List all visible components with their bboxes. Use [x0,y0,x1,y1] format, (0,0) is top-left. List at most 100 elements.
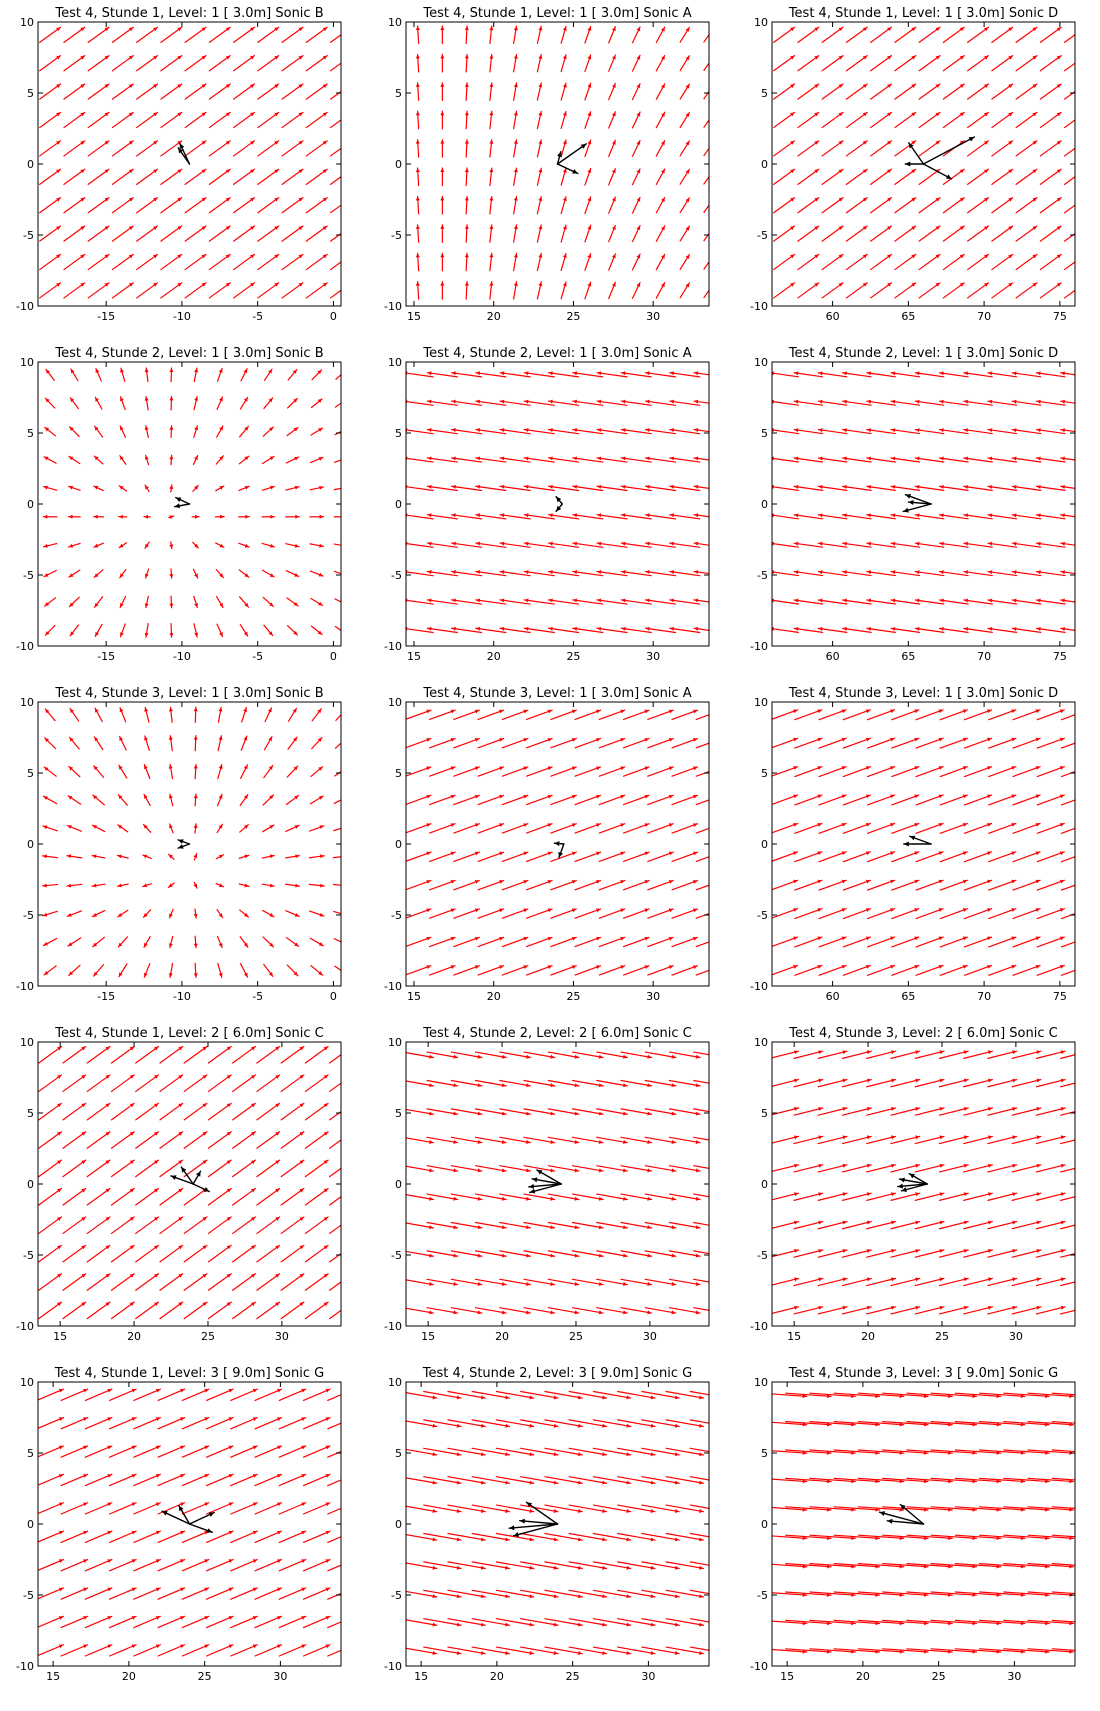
y-tick-label: -5 [391,909,402,922]
field-arrow [988,570,1017,575]
sonic-arrow [910,836,931,844]
field-arrow [943,226,964,241]
field-arrow [771,908,798,918]
x-tick-label: 15 [46,1670,60,1683]
wind-field [403,371,724,632]
field-arrow [281,1103,304,1120]
field-arrow [304,1446,330,1458]
field-arrow [430,795,455,805]
field-arrow [770,457,799,462]
field-arrow [1037,542,1066,547]
field-arrow [39,1160,62,1177]
field-arrow [609,225,616,241]
field-arrow [500,371,530,377]
field-arrow [440,140,444,158]
field-arrow [310,486,323,490]
field-arrow [465,140,469,158]
field-arrow [648,852,673,862]
field-arrow [403,400,433,406]
y-tick-label: 10 [388,696,402,709]
field-arrow [137,56,158,71]
field-arrow [1016,112,1037,127]
field-arrow [182,1588,208,1600]
field-arrow [63,1217,86,1234]
field-arrow [68,796,81,804]
field-arrow [120,456,126,465]
field-arrow [672,795,697,805]
field-arrow [231,1588,257,1600]
field-arrow [514,168,518,185]
field-arrow [37,1644,63,1656]
field-arrow [648,965,673,975]
field-arrow [551,823,576,833]
field-arrow [794,570,823,575]
field-arrow [440,253,444,271]
field-arrow [218,368,223,381]
field-arrow [119,765,127,778]
field-arrow [403,1194,434,1201]
field-arrow [258,254,279,269]
field-arrow [61,1559,87,1571]
field-arrow [258,226,279,241]
field-arrow [257,1075,280,1092]
field-arrow [134,1417,160,1429]
field-arrow [193,569,197,578]
field-arrow [670,428,700,434]
field-arrow [964,371,993,376]
field-arrow [843,627,872,632]
panel-title: Test 4, Stunde 1, Level: 2 [ 6.0m] Sonic… [54,1026,323,1041]
field-arrow [502,738,527,748]
field-arrow [648,880,673,890]
x-tick-label: -10 [173,650,191,663]
field-arrow [822,169,843,184]
field-arrow [134,1588,160,1600]
field-arrow [207,1417,233,1429]
field-arrow [646,428,676,434]
field-arrow [818,400,847,405]
wind-field [771,709,1089,975]
field-arrow [110,1616,136,1628]
field-arrow [846,254,867,269]
field-arrow [305,1274,328,1291]
field-arrow [112,141,133,156]
field-arrow [968,198,989,213]
field-arrow [1013,880,1040,890]
field-arrow [868,965,895,975]
field-arrow [1016,141,1037,156]
field-arrow [208,1075,231,1092]
field-arrow [255,1616,281,1628]
field-arrow [895,254,916,269]
field-arrow [771,766,798,776]
field-arrow [286,515,300,519]
field-arrow [305,1160,328,1177]
field-arrow [88,112,109,127]
field-arrow [169,396,173,410]
y-tick-label: 10 [20,356,34,369]
field-arrow [680,113,689,128]
field-arrow [112,226,133,241]
field-arrow [597,542,627,548]
field-arrow [61,1616,87,1628]
field-arrow [440,54,444,72]
field-arrow [843,709,870,719]
field-arrow [1012,371,1041,376]
panel-title: Test 4, Stunde 1, Level: 3 [ 9.0m] Sonic… [54,1366,324,1381]
y-tick-label: 0 [27,498,34,511]
field-arrow [680,27,689,42]
field-arrow [305,1103,328,1120]
field-arrow [306,84,327,99]
field-arrow [37,1389,63,1401]
field-arrow [1012,570,1041,575]
field-arrow [427,627,457,633]
field-arrow [94,737,102,750]
field-arrow [648,908,673,918]
field-arrow [670,598,700,604]
field-arrow [476,456,506,462]
x-tick-label: 65 [901,310,915,323]
field-arrow [573,428,603,434]
field-arrow [137,169,158,184]
x-tick-label: 30 [646,990,660,1003]
field-arrow [454,965,479,975]
field-arrow [111,1189,134,1206]
field-arrow [242,708,247,722]
